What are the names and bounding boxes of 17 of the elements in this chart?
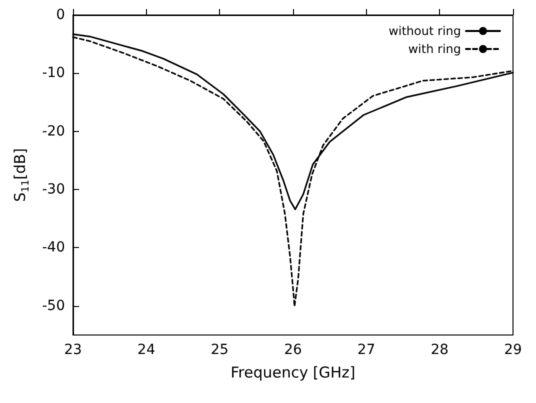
- legend-label: with ring: [408, 42, 461, 56]
- legend-label: without ring: [388, 24, 461, 38]
- x-tick-label: 28: [430, 342, 449, 358]
- y-tick-label: -20: [42, 123, 65, 140]
- x-tick-label: 24: [137, 342, 156, 358]
- x-axis-title: Frequency [GHz]: [230, 364, 356, 382]
- x-tick-label: 25: [210, 342, 229, 358]
- y-axis-title: S11[dB]: [11, 148, 32, 202]
- y-tick-label: -50: [42, 298, 65, 314]
- y-tick-label: -40: [42, 240, 65, 256]
- x-tick-label: 27: [357, 342, 376, 358]
- y-tick-label: -10: [42, 65, 65, 82]
- y-tick-label: -30: [42, 182, 65, 198]
- y-tick-label: 0: [56, 7, 65, 23]
- x-tick-label: 23: [64, 342, 82, 358]
- x-tick-label: 29: [504, 342, 522, 358]
- x-tick-label: 26: [284, 342, 302, 358]
